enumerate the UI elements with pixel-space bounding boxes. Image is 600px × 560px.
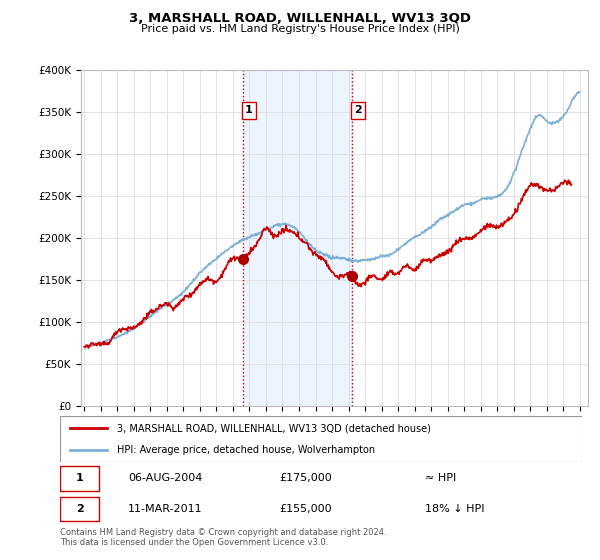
Text: 1: 1 [76, 473, 83, 483]
Text: £155,000: £155,000 [279, 504, 332, 514]
Text: 2: 2 [354, 105, 362, 115]
Text: 2: 2 [76, 504, 83, 514]
FancyBboxPatch shape [60, 497, 99, 521]
Text: HPI: Average price, detached house, Wolverhampton: HPI: Average price, detached house, Wolv… [118, 445, 376, 455]
Text: Contains HM Land Registry data © Crown copyright and database right 2024.
This d: Contains HM Land Registry data © Crown c… [60, 528, 386, 547]
Text: 18% ↓ HPI: 18% ↓ HPI [425, 504, 485, 514]
Bar [242, 70, 352, 406]
Text: 11-MAR-2011: 11-MAR-2011 [128, 504, 202, 514]
Text: 06-AUG-2004: 06-AUG-2004 [128, 473, 202, 483]
Text: 1: 1 [245, 105, 253, 115]
Text: Price paid vs. HM Land Registry's House Price Index (HPI): Price paid vs. HM Land Registry's House … [140, 24, 460, 34]
Text: ≈ HPI: ≈ HPI [425, 473, 457, 483]
Text: 3, MARSHALL ROAD, WILLENHALL, WV13 3QD (detached house): 3, MARSHALL ROAD, WILLENHALL, WV13 3QD (… [118, 423, 431, 433]
Text: £175,000: £175,000 [279, 473, 332, 483]
FancyBboxPatch shape [60, 466, 99, 491]
FancyBboxPatch shape [60, 416, 582, 462]
Text: 3, MARSHALL ROAD, WILLENHALL, WV13 3QD: 3, MARSHALL ROAD, WILLENHALL, WV13 3QD [129, 12, 471, 25]
